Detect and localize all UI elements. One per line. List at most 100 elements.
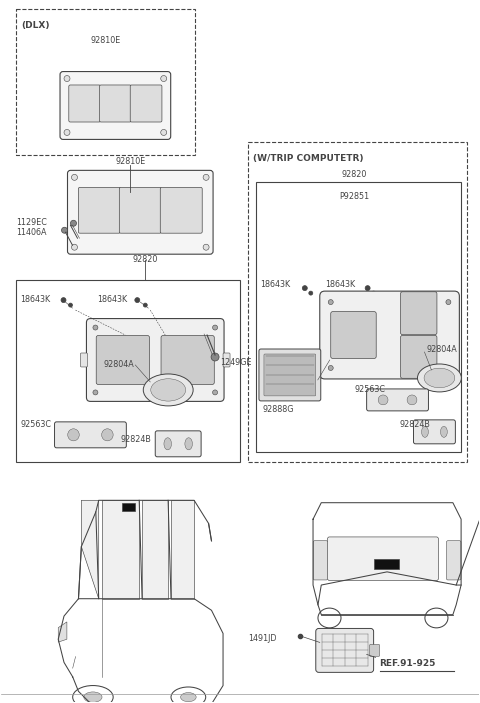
Polygon shape — [102, 501, 139, 599]
Text: 18643K: 18643K — [97, 295, 128, 304]
Bar — [16, 280, 240, 462]
FancyBboxPatch shape — [160, 188, 202, 233]
Circle shape — [161, 129, 167, 136]
Ellipse shape — [407, 395, 417, 405]
Text: 18643K: 18643K — [21, 295, 51, 304]
Circle shape — [93, 390, 98, 395]
Circle shape — [64, 75, 70, 82]
Circle shape — [302, 285, 307, 290]
Text: 92810E: 92810E — [90, 36, 120, 44]
Circle shape — [211, 353, 219, 361]
Circle shape — [372, 291, 376, 295]
Text: 92824B: 92824B — [120, 435, 151, 444]
Circle shape — [213, 325, 217, 330]
Ellipse shape — [418, 364, 461, 392]
FancyBboxPatch shape — [130, 85, 162, 122]
FancyBboxPatch shape — [81, 353, 87, 367]
Ellipse shape — [68, 429, 79, 441]
Bar — [122, 503, 135, 511]
Ellipse shape — [424, 368, 455, 388]
FancyBboxPatch shape — [370, 645, 380, 657]
Circle shape — [203, 244, 209, 250]
FancyBboxPatch shape — [223, 353, 230, 367]
Ellipse shape — [72, 685, 113, 703]
Circle shape — [72, 174, 77, 181]
Ellipse shape — [102, 429, 113, 441]
Ellipse shape — [421, 426, 428, 437]
Circle shape — [328, 299, 333, 304]
Text: 92824B: 92824B — [399, 420, 431, 429]
Ellipse shape — [441, 426, 447, 437]
FancyBboxPatch shape — [68, 170, 213, 254]
FancyBboxPatch shape — [60, 72, 171, 139]
FancyBboxPatch shape — [55, 422, 126, 448]
Ellipse shape — [180, 692, 196, 702]
Circle shape — [203, 174, 209, 181]
Circle shape — [213, 390, 217, 395]
Circle shape — [309, 291, 313, 295]
FancyBboxPatch shape — [400, 292, 437, 335]
FancyBboxPatch shape — [367, 389, 429, 411]
Text: 92563C: 92563C — [355, 385, 385, 394]
FancyBboxPatch shape — [161, 335, 214, 385]
Ellipse shape — [378, 395, 388, 405]
Text: 92804A: 92804A — [426, 345, 457, 354]
FancyBboxPatch shape — [96, 335, 149, 385]
FancyBboxPatch shape — [99, 85, 131, 122]
Text: 92563C: 92563C — [21, 420, 52, 429]
Polygon shape — [142, 501, 168, 599]
Bar — [16, 8, 195, 155]
FancyBboxPatch shape — [86, 318, 224, 401]
Text: 1129EC: 1129EC — [17, 218, 48, 227]
Polygon shape — [58, 622, 67, 642]
Ellipse shape — [164, 438, 171, 450]
Bar — [374, 559, 398, 569]
Circle shape — [328, 366, 333, 370]
FancyBboxPatch shape — [78, 188, 120, 233]
FancyBboxPatch shape — [320, 291, 459, 379]
Ellipse shape — [425, 608, 448, 628]
Text: (DLX): (DLX) — [22, 20, 50, 30]
FancyBboxPatch shape — [264, 354, 316, 396]
Text: REF.91-925: REF.91-925 — [380, 659, 436, 669]
FancyBboxPatch shape — [400, 335, 437, 378]
Text: 92820: 92820 — [132, 255, 158, 264]
Ellipse shape — [318, 608, 341, 628]
FancyBboxPatch shape — [316, 628, 373, 672]
Polygon shape — [82, 501, 99, 599]
FancyBboxPatch shape — [120, 188, 161, 233]
Text: 18643K: 18643K — [325, 280, 355, 289]
Text: 18643K: 18643K — [260, 280, 290, 289]
FancyBboxPatch shape — [313, 541, 328, 580]
Circle shape — [71, 220, 76, 226]
Text: 92888G: 92888G — [263, 405, 294, 414]
Circle shape — [365, 285, 370, 290]
Ellipse shape — [144, 374, 193, 406]
Text: (W/TRIP COMPUTETR): (W/TRIP COMPUTETR) — [253, 155, 363, 163]
Circle shape — [93, 325, 98, 330]
Ellipse shape — [84, 692, 102, 702]
FancyBboxPatch shape — [413, 420, 456, 444]
Circle shape — [446, 299, 451, 304]
Ellipse shape — [151, 379, 186, 401]
Text: 11406A: 11406A — [17, 228, 47, 237]
Text: 1249GE: 1249GE — [220, 358, 252, 367]
FancyBboxPatch shape — [259, 349, 321, 401]
FancyBboxPatch shape — [155, 431, 201, 457]
Circle shape — [135, 297, 140, 302]
Polygon shape — [171, 501, 194, 599]
FancyBboxPatch shape — [69, 85, 100, 122]
Circle shape — [61, 227, 68, 233]
Circle shape — [144, 303, 147, 307]
Circle shape — [61, 297, 66, 302]
Ellipse shape — [185, 438, 192, 450]
Circle shape — [446, 366, 451, 370]
Text: P92851: P92851 — [340, 193, 370, 201]
Circle shape — [161, 75, 167, 82]
Circle shape — [64, 129, 70, 136]
FancyBboxPatch shape — [331, 311, 376, 359]
FancyBboxPatch shape — [327, 537, 438, 581]
Text: 92804A: 92804A — [103, 360, 134, 369]
FancyBboxPatch shape — [446, 541, 461, 580]
Ellipse shape — [171, 687, 206, 703]
